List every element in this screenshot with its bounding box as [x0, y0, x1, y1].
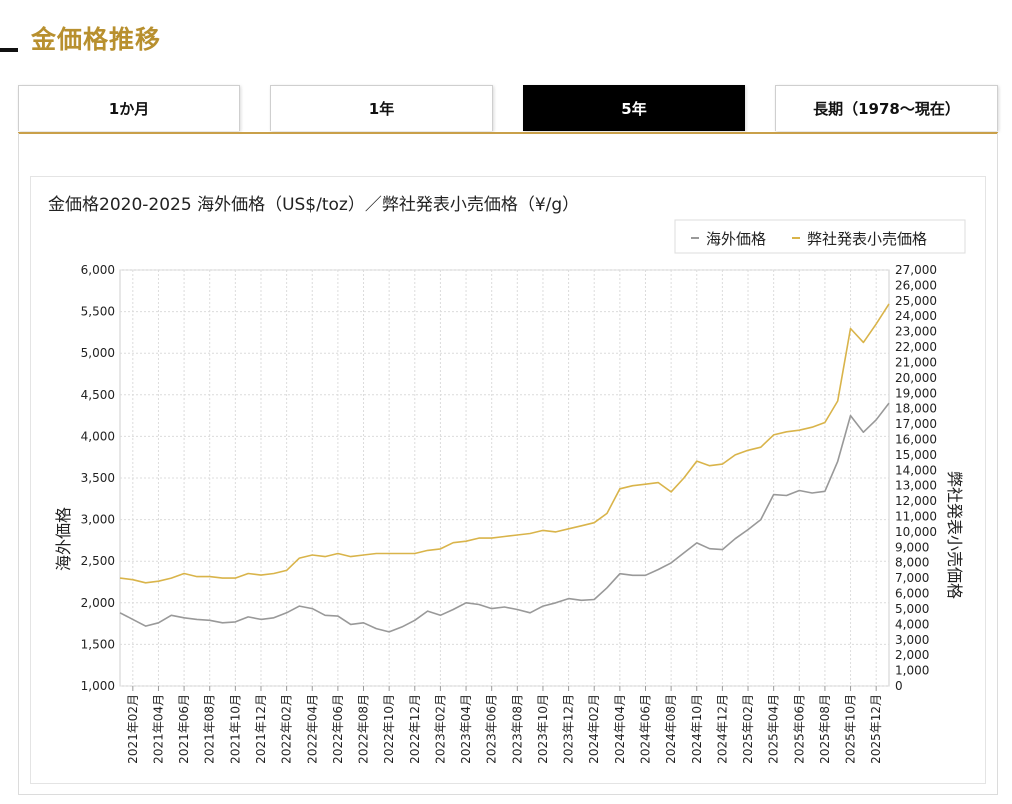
y-tick-label-right: 0 [895, 679, 903, 693]
x-tick-label: 2023年08月 [510, 694, 524, 764]
chart-panel [18, 133, 998, 795]
x-tick-label: 2021年06月 [177, 694, 191, 764]
x-tick-label: 2023年12月 [562, 694, 576, 764]
y-axis-label-right: 弊社発表小売価格 [945, 471, 964, 599]
series-line-retail [119, 303, 890, 584]
y-tick-label-right: 15,000 [895, 448, 937, 462]
x-tick-label: 2024年08月 [664, 694, 678, 764]
x-tick-label: 2025年02月 [741, 694, 755, 764]
y-tick-label-right: 21,000 [895, 355, 937, 369]
y-tick-label-right: 20,000 [895, 371, 937, 385]
x-tick-label: 2022年10月 [382, 694, 396, 764]
y-tick-label-right: 8,000 [895, 556, 929, 570]
x-tick-label: 2022年02月 [280, 694, 294, 764]
y-tick-label-left: 4,000 [81, 429, 115, 443]
legend: 海外価格 弊社発表小売価格 [674, 219, 966, 254]
x-tick-label: 2023年02月 [433, 694, 447, 764]
tab-5-years[interactable]: 5年 [523, 85, 745, 131]
y-tick-label-left: 1,500 [81, 637, 115, 651]
y-tick-label-right: 7,000 [895, 571, 929, 585]
x-tick-label: 2024年06月 [638, 694, 652, 764]
legend-label-overseas: 海外価格 [706, 230, 766, 248]
x-tick-label: 2023年04月 [459, 694, 473, 764]
y-tick-label-right: 16,000 [895, 432, 937, 446]
x-tick-label: 2022年12月 [408, 694, 422, 764]
series [119, 303, 890, 633]
x-tick-label: 2025年06月 [792, 694, 806, 764]
x-tick-label: 2024年04月 [613, 694, 627, 764]
y-tick-label-left: 1,000 [81, 679, 115, 693]
x-tick-label: 2021年08月 [203, 694, 217, 764]
grid [119, 269, 890, 687]
x-tick-label: 2021年02月 [126, 694, 140, 764]
x-tick-label: 2025年08月 [818, 694, 832, 764]
x-tick-label: 2021年04月 [151, 694, 165, 764]
y-tick-label-left: 3,500 [81, 471, 115, 485]
page-title: 金価格推移 [31, 25, 162, 54]
tab-1-year[interactable]: 1年 [270, 85, 493, 131]
tab-long-term[interactable]: 長期（1978〜現在） [775, 85, 998, 131]
chart-title: 金価格2020-2025 海外価格（US$/toz）／弊社発表小売価格（¥/g） [48, 195, 579, 215]
y-tick-label-right: 18,000 [895, 402, 937, 416]
y-tick-label-left: 2,500 [81, 554, 115, 568]
y-tick-label-right: 2,000 [895, 648, 929, 662]
period-tabs: 1か月 1年 5年 長期（1978〜現在） [18, 85, 998, 133]
y-tick-label-left: 5,000 [81, 346, 115, 360]
y-tick-label-right: 6,000 [895, 587, 929, 601]
y-tick-label-right: 22,000 [895, 340, 937, 354]
y-tick-label-right: 11,000 [895, 510, 937, 524]
title-accent-bar [0, 48, 18, 52]
x-tick-label: 2021年12月 [254, 694, 268, 764]
y-tick-label-right: 27,000 [895, 263, 937, 277]
y-tick-label-right: 3,000 [895, 633, 929, 647]
y-axis-label-left: 海外価格 [54, 507, 73, 571]
y-tick-label-right: 26,000 [895, 278, 937, 292]
y-tick-label-right: 1,000 [895, 664, 929, 678]
tab-1-month[interactable]: 1か月 [18, 85, 240, 131]
x-tick-label: 2022年06月 [331, 694, 345, 764]
x-tick-label: 2025年04月 [767, 694, 781, 764]
x-tick-label: 2025年12月 [869, 694, 883, 764]
legend-label-retail: 弊社発表小売価格 [807, 230, 927, 248]
x-tick-label: 2024年02月 [587, 694, 601, 764]
y-tick-label-right: 19,000 [895, 386, 937, 400]
legend-box [674, 219, 966, 254]
y-tick-label-right: 14,000 [895, 463, 937, 477]
x-tick-label: 2024年10月 [690, 694, 704, 764]
y-tick-label-right: 24,000 [895, 309, 937, 323]
series-line-overseas [119, 402, 890, 633]
x-tick-label: 2021年10月 [228, 694, 242, 764]
axes: 1,000 1,500 2,000 2,500 3,000 3,500 4,000 4,500… [81, 263, 937, 764]
x-tick-label: 2022年08月 [357, 694, 371, 764]
y-tick-label-right: 12,000 [895, 494, 937, 508]
x-tick-label: 2023年10月 [536, 694, 550, 764]
y-tick-label-right: 5,000 [895, 602, 929, 616]
y-tick-label-right: 23,000 [895, 325, 937, 339]
y-tick-label-right: 13,000 [895, 479, 937, 493]
gold-price-chart: 金価格2020-2025 海外価格（US$/toz）／弊社発表小売価格（¥/g）… [48, 195, 966, 764]
x-tick-label: 2023年06月 [485, 694, 499, 764]
y-tick-label-left: 2,000 [81, 596, 115, 610]
x-tick-label: 2022年04月 [305, 694, 319, 764]
y-tick-label-right: 4,000 [895, 617, 929, 631]
x-tick-label: 2025年10月 [844, 694, 858, 764]
y-tick-label-left: 5,500 [81, 305, 115, 319]
x-tick-label: 2024年12月 [715, 694, 729, 764]
y-tick-label-right: 10,000 [895, 525, 937, 539]
tab-underline [18, 132, 998, 134]
y-tick-label-right: 17,000 [895, 417, 937, 431]
y-tick-label-right: 9,000 [895, 540, 929, 554]
chart-container: 金価格2020-2025 海外価格（US$/toz）／弊社発表小売価格（¥/g）… [30, 176, 986, 784]
y-tick-label-right: 25,000 [895, 294, 937, 308]
y-tick-label-left: 3,000 [81, 513, 115, 527]
y-tick-label-left: 4,500 [81, 388, 115, 402]
y-tick-label-left: 6,000 [81, 263, 115, 277]
